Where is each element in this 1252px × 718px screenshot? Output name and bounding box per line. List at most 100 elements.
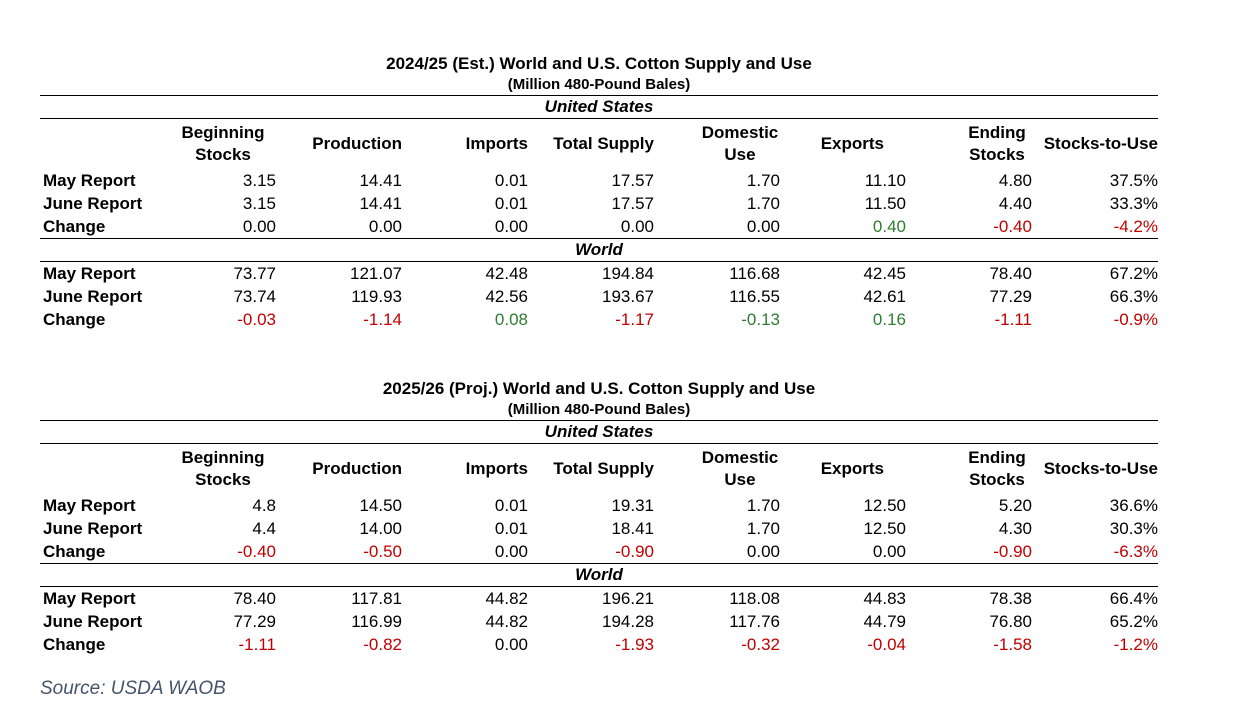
column-header: Total Supply [553, 134, 654, 153]
row-label: May Report [43, 588, 136, 608]
table-cell: 193.67 [602, 286, 654, 306]
table-cell: 12.50 [863, 495, 906, 515]
table-cell: 116.55 [729, 286, 780, 306]
table-title: 2025/26 (Proj.) World and U.S. Cotton Su… [382, 379, 816, 398]
table-cell: -1.14 [363, 309, 402, 329]
table-cell: 3.15 [242, 193, 276, 213]
table-cell: -0.9% [1113, 309, 1158, 329]
supply-use-table: Beginning Stocks Production Imports Tota… [40, 119, 1158, 238]
table-row: Change -0.03 -1.14 0.08 -1.17 -0.13 0.16 -1.11 -… [40, 308, 1158, 331]
table-cell: 76.80 [989, 611, 1032, 631]
column-header: Beginning Stocks [181, 448, 265, 489]
column-header: Total Supply [553, 459, 654, 478]
table-cell: -1.58 [993, 634, 1032, 654]
table-cell: -4.2% [1113, 216, 1158, 236]
table-cell: 194.28 [602, 611, 654, 631]
table-cell: 0.00 [872, 541, 906, 561]
table-cell: -1.2% [1113, 634, 1158, 654]
column-header-row: Beginning Stocks Production Imports Tota… [40, 444, 1158, 494]
table-cell: 36.6% [1109, 495, 1158, 515]
column-header: Domestic Use [701, 448, 779, 489]
row-label: May Report [43, 170, 136, 190]
table-cell: 116.68 [729, 263, 780, 283]
table-cell: 42.61 [863, 286, 906, 306]
table-row: May Report 3.15 14.41 0.01 17.57 1.70 11.10 4.8… [40, 169, 1158, 192]
table-cell: 116.99 [351, 611, 402, 631]
table-cell: 19.31 [611, 495, 654, 515]
table-cell: 11.10 [864, 170, 906, 190]
table-cell: 0.00 [746, 541, 780, 561]
source-note: Source: USDA WAOB [40, 678, 226, 699]
row-label-header [40, 119, 170, 169]
table-cell: 0.01 [494, 170, 528, 190]
table-cell: 1.70 [746, 495, 780, 515]
table-cell: 121.07 [350, 263, 402, 283]
table-title: 2024/25 (Est.) World and U.S. Cotton Sup… [386, 54, 812, 73]
table-cell: 0.01 [494, 495, 528, 515]
column-header: Imports [465, 459, 528, 478]
column-header: Exports [820, 134, 884, 153]
table-cell: 78.38 [989, 588, 1032, 608]
divider [40, 563, 1158, 564]
row-label: Change [43, 634, 106, 654]
divider [40, 118, 1158, 119]
table-cell: 17.57 [611, 193, 654, 213]
table-cell: 44.79 [863, 611, 906, 631]
table-row: Change 0.00 0.00 0.00 0.00 0.00 0.40 -0.40 -4.2% [40, 215, 1158, 238]
table-cell: 73.77 [233, 263, 276, 283]
table-cell: 77.29 [233, 611, 276, 631]
table-cell: 196.21 [602, 588, 654, 608]
table-row: May Report 73.77 121.07 42.48 194.84 116.68 42… [40, 262, 1158, 285]
table-cell: -0.40 [993, 216, 1032, 236]
table-subtitle: (Million 480-Pound Bales) [507, 401, 691, 418]
table-row: June Report 77.29 116.99 44.82 194.28 117.76 4… [40, 610, 1158, 633]
table-cell: -0.40 [237, 541, 276, 561]
table-cell: 0.00 [494, 541, 528, 561]
divider [40, 238, 1158, 239]
divider [40, 443, 1158, 444]
table-cell: 0.00 [494, 634, 528, 654]
table-cell: -0.03 [237, 309, 276, 329]
supply-use-table: Beginning Stocks Production Imports Tota… [40, 444, 1158, 563]
table-subtitle: (Million 480-Pound Bales) [507, 76, 691, 93]
table-cell: 18.41 [611, 518, 654, 538]
row-label: June Report [43, 286, 143, 306]
column-header: Production [312, 134, 402, 153]
table-cell: 1.70 [746, 193, 780, 213]
table-cell: -0.82 [363, 634, 402, 654]
row-label: June Report [43, 518, 143, 538]
table-cell: 194.84 [602, 263, 654, 283]
column-header: Beginning Stocks [181, 123, 265, 164]
table-cell: 0.16 [872, 309, 906, 329]
table-cell: 66.3% [1109, 286, 1158, 306]
table-cell: 14.00 [359, 518, 402, 538]
table-cell: 4.4 [252, 518, 276, 538]
table-cell: 67.2% [1109, 263, 1158, 283]
table-cell: 78.40 [233, 588, 276, 608]
table-cell: 42.45 [863, 263, 906, 283]
table-cell: 1.70 [746, 518, 780, 538]
table-cell: 17.57 [611, 170, 654, 190]
table-cell: 118.08 [729, 588, 780, 608]
table-cell: 117.76 [729, 611, 780, 631]
section-heading-us: United States [544, 97, 654, 116]
table-cell: 44.82 [485, 588, 528, 608]
table-cell: 0.40 [872, 216, 906, 236]
table-row: June Report 4.4 14.00 0.01 18.41 1.70 12.50 4.3… [40, 517, 1158, 540]
section-heading-world: World [575, 240, 623, 259]
table-cell: 4.30 [998, 518, 1032, 538]
table-row: Change -1.11 -0.82 0.00 -1.93 -0.32 -0.04 -1.58… [40, 633, 1158, 656]
divider [40, 586, 1158, 587]
table-cell: 14.41 [359, 193, 402, 213]
table-cell: 117.81 [351, 588, 402, 608]
column-header: Stocks-to-Use [1043, 134, 1158, 153]
table-cell: 42.48 [485, 263, 528, 283]
table-cell: 3.15 [242, 170, 276, 190]
table-cell: -0.13 [741, 309, 780, 329]
table-cell: -0.32 [741, 634, 780, 654]
table-cell: 0.00 [494, 216, 528, 236]
table-cell: -1.17 [615, 309, 654, 329]
table-cell: 0.00 [368, 216, 402, 236]
divider [40, 261, 1158, 262]
supply-use-table-world: May Report 73.77 121.07 42.48 194.84 116.68 42… [40, 262, 1158, 331]
